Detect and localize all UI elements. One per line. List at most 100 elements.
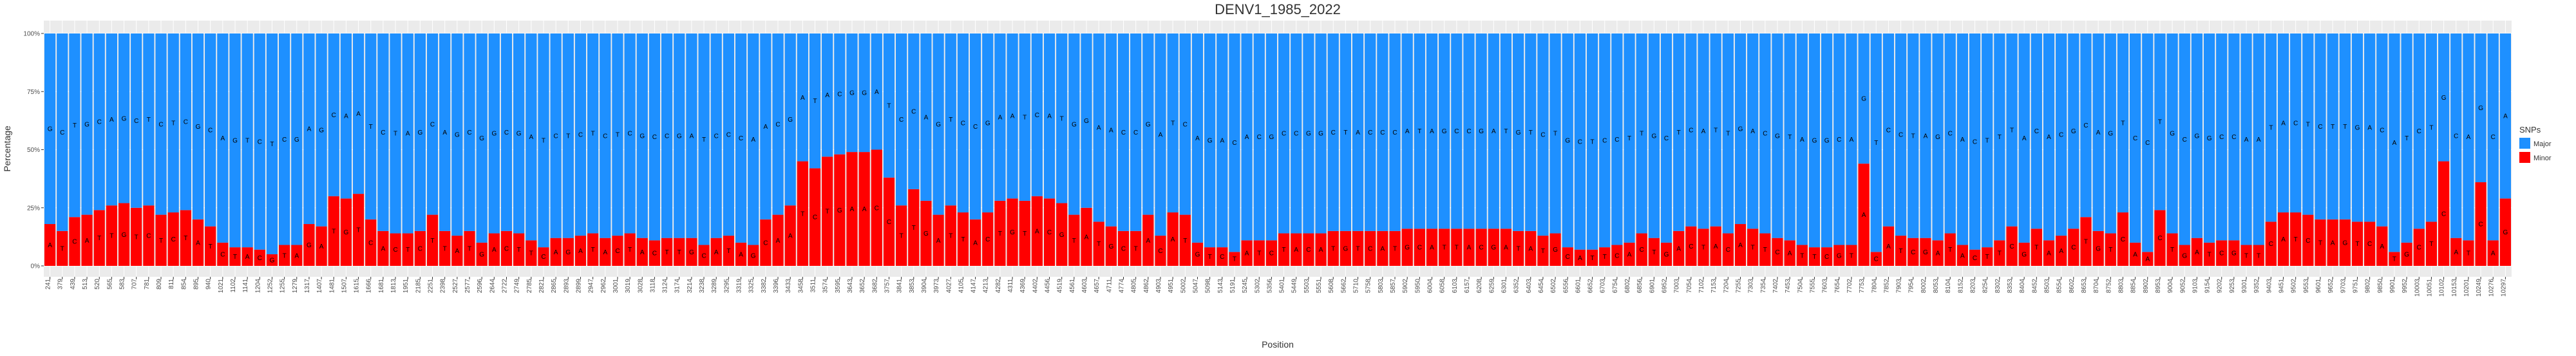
bar-label: C — [2478, 221, 2483, 229]
bar-segment — [1031, 196, 1043, 266]
bar-segment — [2018, 33, 2030, 243]
bar-segment — [377, 230, 389, 266]
bar-segment — [2290, 33, 2302, 212]
bar-segment — [1537, 33, 1549, 236]
bar-segment — [1241, 240, 1253, 266]
bar-segment — [205, 33, 216, 227]
bar-segment — [797, 33, 808, 162]
x-tick-label: 1407 — [316, 279, 323, 294]
bar-label: T — [1591, 138, 1595, 145]
bar-segment — [2216, 240, 2228, 266]
x-tick-label: 9850 — [2377, 279, 2384, 294]
bar-label: T — [2306, 121, 2310, 128]
bar-label: A — [1750, 128, 1755, 135]
bar-segment — [1043, 198, 1056, 266]
x-tick-label: 5002 — [1180, 279, 1187, 294]
bar-label: C — [171, 236, 176, 243]
bar-label: G — [319, 127, 324, 134]
bar-label: T — [2244, 252, 2248, 259]
bar-label: C — [837, 91, 842, 98]
bar-segment — [772, 33, 784, 215]
x-tick-label: 5803 — [1378, 279, 1385, 294]
bar-segment — [1611, 245, 1623, 266]
bar-label: T — [1504, 128, 1508, 135]
x-tick-label: 8404 — [2019, 279, 2026, 294]
x-tick-label: 6259 — [1488, 279, 1495, 294]
legend-label: Minor — [2533, 155, 2552, 162]
bar-segment — [291, 33, 303, 245]
bar-segment — [1155, 33, 1166, 236]
bar-segment — [1389, 33, 1401, 231]
x-tick-label: 1507 — [341, 279, 348, 294]
x-tick-label: 3511 — [810, 279, 817, 293]
bar-segment — [538, 33, 549, 248]
bar-label: A — [825, 92, 829, 99]
bar-segment — [895, 205, 907, 266]
x-tick-label: 1204 — [254, 279, 261, 294]
bar-segment — [636, 33, 648, 238]
bar-label: G — [2195, 133, 2200, 140]
x-tick-label: 6403 — [1526, 279, 1533, 294]
bar-segment — [1685, 226, 1697, 266]
bar-segment — [1846, 33, 1857, 245]
bar-segment — [1340, 33, 1352, 231]
bar-segment — [1278, 233, 1290, 266]
x-tick-label: 4311 — [1007, 279, 1014, 293]
bar-label: T — [1948, 247, 1952, 254]
bar-segment — [538, 247, 549, 266]
bar-segment — [2413, 33, 2425, 229]
bar-label: C — [1183, 121, 1188, 128]
y-axis-label: Percentage — [2, 126, 12, 172]
bar-segment — [760, 219, 772, 266]
bar-segment — [2043, 240, 2055, 266]
x-tick-label: 5047 — [1192, 279, 1199, 294]
bar-segment — [574, 236, 587, 266]
bar-label: C — [418, 245, 422, 252]
bar-segment — [1451, 33, 1463, 229]
x-tick-label: 940 — [205, 279, 213, 290]
bar-segment — [390, 33, 401, 234]
bar-segment — [550, 238, 562, 266]
bar-label: T — [1417, 128, 1421, 135]
y-tick-label: 50% — [27, 147, 40, 154]
bar-segment — [2425, 33, 2438, 222]
bar-label: C — [2059, 132, 2063, 139]
bar-segment — [1204, 33, 1216, 248]
bar-label: A — [2195, 249, 2199, 256]
bar-segment — [513, 233, 525, 266]
x-tick-label: 5662 — [1340, 279, 1347, 294]
bar-label: C — [1602, 138, 1607, 145]
x-tick-label: 7402 — [1772, 279, 1779, 294]
bar-label: T — [1677, 129, 1681, 136]
x-tick-label: 5902 — [1402, 279, 1409, 294]
bar-label: A — [1924, 133, 1928, 140]
x-tick-label: 2785 — [526, 279, 533, 294]
bar-segment — [1179, 214, 1191, 266]
bar-segment — [2389, 33, 2400, 252]
bar-segment — [982, 212, 994, 266]
bar-label: T — [1356, 245, 1359, 252]
bar-segment — [2166, 33, 2178, 234]
bar-segment — [2191, 33, 2203, 238]
bar-segment — [834, 154, 846, 266]
bar-label: A — [529, 134, 533, 141]
bar-segment — [1574, 249, 1586, 266]
bar-segment — [587, 33, 599, 234]
bar-label: G — [1812, 138, 1817, 145]
bar-label: T — [1183, 238, 1187, 245]
bar-segment — [686, 238, 697, 266]
bar-segment — [2265, 221, 2277, 266]
bar-segment — [698, 245, 710, 266]
bar-label: C — [1479, 245, 1484, 252]
bar-segment — [167, 33, 179, 212]
x-tick-label: 8302 — [1994, 279, 2002, 294]
bar-label: G — [1516, 129, 1521, 136]
x-tick-label: 2644 — [489, 279, 496, 294]
bar-segment — [735, 242, 747, 266]
bar-label: A — [690, 133, 694, 140]
bar-label: G — [1861, 96, 1866, 103]
x-tick-label: 6103 — [1452, 279, 1459, 294]
bar-segment — [2425, 221, 2438, 266]
bar-label: C — [2157, 235, 2162, 242]
